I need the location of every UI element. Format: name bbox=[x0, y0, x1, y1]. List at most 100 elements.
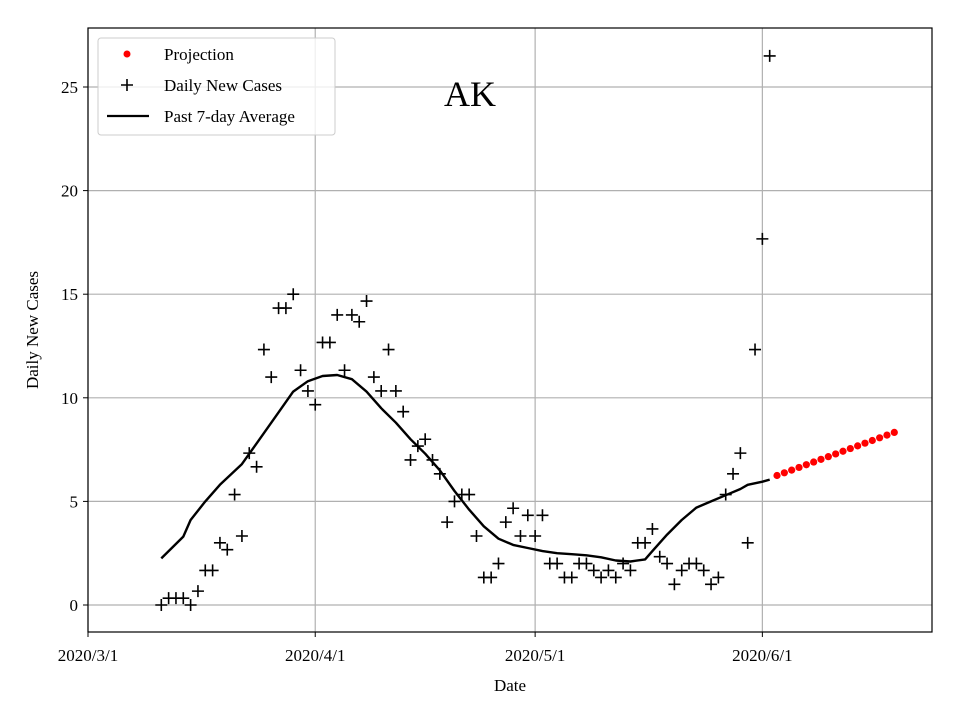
daily-case-point bbox=[668, 578, 681, 591]
y-tick-label: 0 bbox=[70, 596, 79, 615]
daily-case-point bbox=[470, 530, 483, 543]
daily-case-point bbox=[602, 564, 615, 577]
daily-case-point bbox=[661, 557, 674, 570]
x-axis-label: Date bbox=[494, 676, 526, 695]
x-tick-label: 2020/4/1 bbox=[285, 646, 345, 665]
daily-case-point bbox=[206, 564, 219, 577]
daily-case-point bbox=[294, 364, 307, 377]
daily-case-point bbox=[309, 398, 322, 411]
daily-case-point bbox=[617, 557, 630, 570]
projection-series bbox=[773, 428, 898, 480]
daily-case-point bbox=[763, 49, 776, 62]
daily-case-point bbox=[375, 384, 388, 397]
projection-point bbox=[839, 447, 847, 455]
legend-cases-marker bbox=[121, 79, 133, 91]
daily-case-point bbox=[221, 543, 234, 556]
daily-case-point bbox=[360, 295, 373, 308]
y-axis-label: Daily New Cases bbox=[23, 271, 42, 389]
x-tick-label: 2020/5/1 bbox=[505, 646, 565, 665]
legend-cases-label: Daily New Cases bbox=[164, 76, 282, 95]
legend-projection-label: Projection bbox=[164, 45, 234, 64]
daily-case-point bbox=[697, 564, 710, 577]
daily-case-point bbox=[741, 536, 754, 549]
average-series bbox=[160, 373, 771, 563]
projection-point bbox=[773, 471, 781, 480]
daily-case-point bbox=[213, 536, 226, 549]
y-tick-label: 10 bbox=[61, 389, 78, 408]
daily-case-point bbox=[463, 488, 476, 501]
daily-case-point bbox=[639, 536, 652, 549]
projection-point bbox=[832, 450, 840, 458]
daily-case-point bbox=[441, 516, 454, 529]
daily-case-point bbox=[712, 571, 725, 584]
y-tick-label: 15 bbox=[61, 285, 78, 304]
daily-case-point bbox=[177, 592, 190, 605]
daily-case-point bbox=[433, 467, 446, 480]
projection-point bbox=[817, 455, 825, 463]
daily-case-point bbox=[382, 343, 395, 356]
projection-point bbox=[824, 453, 832, 461]
projection-point bbox=[788, 466, 796, 474]
daily-case-point bbox=[155, 599, 168, 611]
legend-projection-marker bbox=[123, 50, 131, 58]
daily-case-point bbox=[587, 564, 600, 577]
daily-case-point bbox=[287, 288, 300, 301]
x-tick-label: 2020/6/1 bbox=[732, 646, 792, 665]
daily-case-point bbox=[279, 302, 292, 315]
daily-case-point bbox=[734, 447, 747, 460]
daily-case-point bbox=[243, 447, 256, 460]
x-axis: 2020/3/1 2020/4/1 2020/5/1 2020/6/1 bbox=[58, 632, 793, 665]
daily-case-point bbox=[367, 371, 380, 384]
daily-case-point bbox=[749, 343, 762, 356]
average-line bbox=[160, 373, 771, 563]
daily-case-point bbox=[426, 453, 439, 466]
projection-point bbox=[883, 431, 891, 439]
daily-case-point bbox=[353, 315, 366, 328]
daily-case-point bbox=[191, 585, 204, 598]
projection-point bbox=[876, 434, 884, 442]
projection-point bbox=[802, 461, 810, 469]
daily-case-point bbox=[485, 571, 498, 584]
daily-case-point bbox=[323, 336, 336, 349]
projection-point bbox=[868, 436, 876, 445]
daily-case-point bbox=[514, 530, 527, 543]
daily-case-point bbox=[646, 522, 659, 535]
daily-case-point bbox=[228, 488, 241, 501]
projection-point bbox=[861, 439, 869, 447]
projection-point bbox=[810, 458, 818, 466]
cases-series bbox=[155, 49, 776, 611]
y-tick-label: 20 bbox=[61, 182, 78, 201]
daily-case-point bbox=[448, 495, 461, 508]
daily-case-point bbox=[653, 550, 666, 563]
daily-case-point bbox=[624, 564, 637, 577]
x-tick-label: 2020/3/1 bbox=[58, 646, 118, 665]
projection-point bbox=[780, 469, 788, 477]
daily-case-point bbox=[551, 557, 564, 570]
daily-case-point bbox=[521, 509, 534, 522]
daily-case-point bbox=[565, 571, 578, 584]
daily-case-point bbox=[727, 467, 740, 480]
legend: Projection Daily New Cases Past 7-day Av… bbox=[97, 37, 336, 136]
daily-case-point bbox=[411, 440, 424, 453]
daily-case-point bbox=[529, 530, 542, 543]
daily-case-point bbox=[507, 502, 520, 515]
chart-title: AK bbox=[444, 74, 496, 114]
daily-case-point bbox=[609, 571, 622, 584]
daily-case-point bbox=[389, 384, 402, 397]
daily-case-point bbox=[301, 384, 314, 397]
daily-case-point bbox=[265, 371, 278, 384]
daily-case-point bbox=[705, 578, 718, 591]
daily-case-point bbox=[257, 343, 270, 356]
daily-case-point bbox=[580, 557, 593, 570]
daily-case-point bbox=[756, 232, 769, 245]
daily-case-point bbox=[536, 509, 549, 522]
daily-case-point bbox=[397, 405, 410, 418]
daily-case-point bbox=[419, 433, 432, 446]
daily-case-point bbox=[675, 564, 688, 577]
daily-case-point bbox=[719, 488, 732, 501]
daily-case-point bbox=[250, 460, 263, 473]
y-tick-label: 5 bbox=[70, 492, 79, 511]
legend-average-label: Past 7-day Average bbox=[164, 107, 295, 126]
daily-case-point bbox=[404, 453, 417, 466]
